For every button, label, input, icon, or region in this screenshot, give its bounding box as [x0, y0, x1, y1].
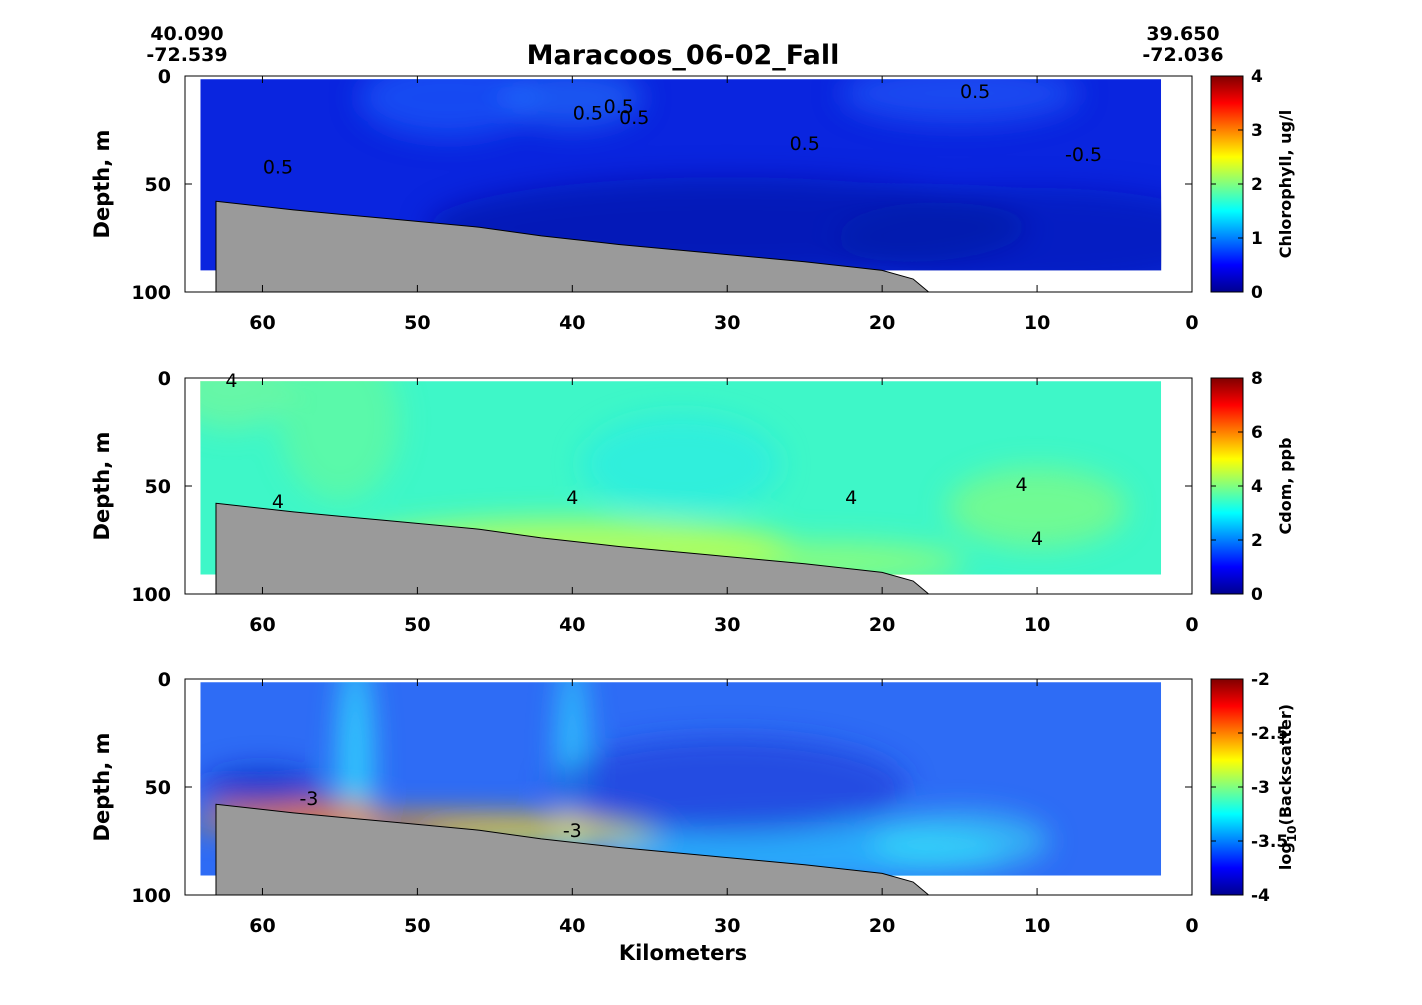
x-tick-label: 60 — [249, 915, 275, 937]
field-patch — [502, 79, 643, 128]
colorbar-tick-label: 3 — [1251, 121, 1263, 141]
x-tick-label: 40 — [559, 614, 585, 636]
y-tick-label: 0 — [158, 66, 171, 88]
colorbar — [1210, 377, 1244, 595]
field-patch — [837, 188, 1162, 271]
x-axis-label: Kilometers — [619, 941, 747, 965]
colorbar-tick-label: -2.5 — [1251, 724, 1288, 744]
contour-label: 4 — [225, 370, 237, 392]
contour-label: 4 — [845, 487, 857, 509]
field-patch — [358, 79, 539, 138]
contour-label: 4 — [272, 491, 284, 513]
field-patch — [580, 414, 781, 515]
field-patch — [869, 811, 1050, 871]
colorbar-tick-label: 6 — [1251, 423, 1263, 443]
colorbar-tick-label: 2 — [1251, 531, 1263, 551]
contour-label: -3 — [563, 820, 582, 842]
x-tick-label: 50 — [404, 312, 430, 334]
y-axis-label: Depth, m — [90, 733, 114, 842]
seafloor-bathymetry — [215, 803, 931, 896]
colorbar-tick-label: 2 — [1251, 175, 1263, 195]
x-tick-label: 30 — [714, 915, 740, 937]
start-longitude: -72.539 — [146, 44, 227, 66]
contour-label: 0.5 — [263, 157, 293, 179]
x-tick-label: 10 — [1024, 312, 1050, 334]
colorbar-tick-label: 0 — [1251, 283, 1263, 303]
x-tick-label: 30 — [714, 312, 740, 334]
colorbar-tick-label: 4 — [1251, 477, 1263, 497]
chlorophyll-panel: 0.50.5 0.50.50.50.5-0.560 50 40 30 20 10 005010… — [90, 66, 1295, 334]
figure-title: Maracoos_06-02_Fall — [527, 40, 840, 71]
colorbar-tick-label: 4 — [1251, 67, 1263, 87]
y-tick-label: 100 — [131, 584, 171, 606]
start-latitude: 40.090 — [150, 23, 223, 45]
y-tick-label: 0 — [158, 669, 171, 691]
colorbar-tick-label: 0 — [1251, 585, 1263, 605]
field-patch — [202, 767, 323, 807]
contour-label: 0.5 — [790, 133, 820, 155]
x-tick-label: 20 — [869, 915, 895, 937]
colorbar-label: Cdom, ppb — [1276, 438, 1295, 535]
x-tick-label: 40 — [559, 915, 585, 937]
field-patch — [547, 737, 908, 837]
colorbar-tick-label: 1 — [1251, 229, 1263, 249]
contour-label: 0.5 — [960, 81, 990, 103]
contour-label: -0.5 — [1065, 144, 1102, 166]
y-tick-label: 50 — [145, 476, 171, 498]
colorbar-tick-label: -3.5 — [1251, 832, 1288, 852]
x-tick-label: 0 — [1185, 614, 1198, 636]
x-tick-label: 0 — [1185, 312, 1198, 334]
y-tick-label: 100 — [131, 282, 171, 304]
colorbar-tick-label: -2 — [1251, 670, 1270, 690]
y-axis-label: Depth, m — [90, 130, 114, 239]
x-tick-label: 30 — [714, 614, 740, 636]
x-tick-label: 0 — [1185, 915, 1198, 937]
contour-label: 4 — [566, 487, 578, 509]
field-patch — [947, 467, 1128, 548]
end-latitude: 39.650 — [1146, 23, 1219, 45]
x-tick-label: 40 — [559, 312, 585, 334]
field-patch — [279, 381, 400, 502]
end-longitude: -72.036 — [1142, 44, 1223, 66]
seafloor-bathymetry — [215, 502, 931, 595]
x-tick-label: 50 — [404, 614, 430, 636]
x-tick-label: 50 — [404, 915, 430, 937]
field-patch — [839, 79, 1080, 124]
contour-label: 4 — [1016, 474, 1028, 496]
colorbar-tick-label: -4 — [1251, 886, 1270, 906]
contour-label: 4 — [1031, 528, 1043, 550]
y-tick-label: 0 — [158, 368, 171, 390]
colorbar-tick-label: 8 — [1251, 369, 1263, 389]
x-tick-label: 60 — [249, 312, 275, 334]
y-axis-label: Depth, m — [90, 432, 114, 541]
colorbar-label: log10(Backscatter) — [1276, 704, 1299, 870]
contour-label: 0.5 — [573, 103, 603, 125]
seafloor-bathymetry — [215, 200, 931, 293]
y-tick-label: 100 — [131, 885, 171, 907]
x-tick-label: 20 — [869, 614, 895, 636]
colorbar-tick-label: -3 — [1251, 778, 1270, 798]
field-patch — [200, 381, 292, 429]
x-tick-label: 60 — [249, 614, 275, 636]
x-tick-label: 10 — [1024, 915, 1050, 937]
contour-label: 0.5 — [604, 96, 634, 118]
y-tick-label: 50 — [145, 777, 171, 799]
y-tick-label: 50 — [145, 174, 171, 196]
colorbar-label: Chlorophyll, ug/l — [1276, 110, 1295, 259]
contour-label: -3 — [299, 788, 318, 810]
colorbar — [1210, 75, 1244, 293]
x-tick-label: 20 — [869, 312, 895, 334]
contour-label: 0.5 — [619, 107, 649, 129]
x-tick-label: 10 — [1024, 614, 1050, 636]
